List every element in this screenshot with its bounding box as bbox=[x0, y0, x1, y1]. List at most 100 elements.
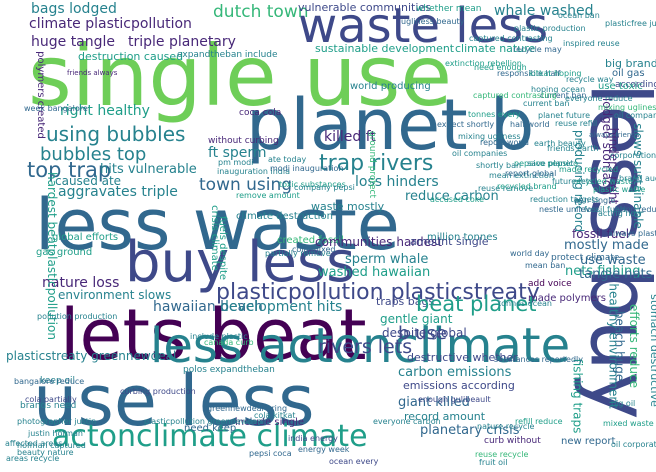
word-future-lets: future lets bbox=[552, 177, 594, 186]
word-ban-single: ban single bbox=[574, 196, 616, 205]
word-include-single: include single bbox=[235, 417, 305, 428]
word-washed-hawaiian: washed hawaiian bbox=[318, 265, 431, 280]
word-planetary-crisis: planetary crisis bbox=[420, 423, 520, 438]
word-coca-cola: coca cola bbox=[239, 108, 282, 118]
word-everyone-reduce: everyone reduce bbox=[565, 94, 633, 103]
word-plasticpollution-plasticstreaty: plasticpollution plasticstreaty bbox=[216, 280, 540, 305]
word-half-world: half world bbox=[510, 120, 550, 129]
word-gentle-giant: gentle giant bbox=[380, 312, 453, 326]
word-caused-ate: caused ate bbox=[55, 174, 122, 188]
word-communities-hardest: communities hardest bbox=[315, 235, 442, 249]
word-bubbles-top: bubbles top bbox=[40, 144, 147, 165]
word-expandtheban-include: expandtheban include bbox=[177, 50, 278, 60]
word-responsible-half: responsible half bbox=[497, 69, 561, 78]
word-bangalore-reduce: bangalore reduce bbox=[14, 377, 85, 386]
word-always-friends: always friends bbox=[589, 131, 640, 139]
word-add-voice: add voice bbox=[528, 279, 572, 289]
word-photographer-justin: photographer justin bbox=[17, 417, 97, 426]
word-pepsi-coca: pepsi coca bbox=[249, 449, 292, 458]
word-captured-contrasting-2: captured contrasting bbox=[469, 34, 553, 43]
word-friends-earth: friends earth bbox=[547, 144, 599, 153]
word-substances-reportedly: substances reportedly bbox=[494, 355, 584, 364]
word-refill-reduce: refill reduce bbox=[515, 417, 563, 426]
word-waste-less: waste less bbox=[298, 0, 549, 54]
word-cola-kitkat: cola kitkat bbox=[254, 411, 296, 420]
word-fossil-fuels: fossil fuels bbox=[584, 205, 627, 214]
word-made-recycled: made recycled bbox=[559, 165, 619, 174]
word-extinction-rebellion: extinction rebellion bbox=[445, 59, 522, 68]
word-curb-without: curb without bbox=[484, 436, 541, 446]
word-current-ban-small: current ban bbox=[523, 99, 570, 108]
word-oil-gas: oil gas bbox=[612, 68, 645, 79]
word-polos-expandtheban: polos expandtheban bbox=[183, 365, 275, 375]
word-buy-less: buy less bbox=[125, 230, 356, 295]
word-mean-extinction: mean extinction bbox=[489, 171, 554, 180]
word-gas-ground: gas ground bbox=[36, 247, 93, 258]
word-affected-areas: affected areas bbox=[5, 439, 63, 448]
word-greennewdeal-bring: greennewdeal bring bbox=[207, 404, 288, 413]
word-report-world: report world bbox=[480, 138, 530, 147]
word-town-using: town using bbox=[199, 175, 293, 195]
word-protect-climate: protect climate bbox=[551, 253, 620, 263]
word-week-bangalore: week bangalore bbox=[24, 104, 88, 113]
word-single-use: single use bbox=[28, 27, 453, 125]
word-expect-shortly: expect shortly bbox=[437, 120, 495, 129]
word-b-use: b use bbox=[398, 323, 448, 344]
word-emissions-according: emissions according bbox=[403, 379, 515, 392]
word-recycle-way: recycle way bbox=[566, 75, 614, 84]
word-reduce-carbon: reduce carbon bbox=[405, 189, 499, 204]
word-despite-global: despite global bbox=[382, 326, 467, 340]
word-remove-amount: remove amount bbox=[236, 191, 300, 200]
word-nestle-unilever: nestle unilever bbox=[539, 205, 599, 214]
word-record-amount: record amount bbox=[404, 410, 486, 423]
word-climate-destruction: climate destruction bbox=[236, 211, 333, 222]
word-big-brands: big brands bbox=[605, 57, 656, 70]
word-top-trap: top trap bbox=[27, 158, 112, 182]
word-earth-beauty: earth beauty bbox=[534, 139, 586, 148]
word-energy-week: energy week bbox=[298, 445, 350, 454]
word-bags-lodged: bags lodged bbox=[31, 1, 117, 17]
word-sperm-whale: sperm whale bbox=[345, 252, 429, 267]
word-oil-company: oil company bbox=[614, 111, 656, 120]
word-reuse-recycle: reuse recycle bbox=[475, 450, 529, 459]
word-fossil-fuel: fossil fuel bbox=[572, 227, 630, 241]
word-development-hits: development hits bbox=[220, 299, 343, 315]
word-beauty-nature: beauty nature bbox=[17, 448, 74, 457]
word-traps-bags: traps bags bbox=[376, 295, 435, 308]
word-plasticpollution-greennewdeal: plasticpollution greennewdeal bbox=[144, 417, 265, 426]
word-recycle-may: recycle may bbox=[513, 45, 562, 54]
word-recycled-brand: recycled brand bbox=[497, 182, 557, 191]
word-planet-future: planet future bbox=[538, 111, 591, 120]
word-mean-ban: mean ban bbox=[525, 261, 566, 270]
word-enough-gulibeault: enough gulibeault bbox=[418, 395, 491, 404]
word-ate-today: ate today bbox=[268, 155, 307, 164]
word-ugliness-beauty: ugliness beauty bbox=[401, 17, 465, 26]
word-new-report: new report bbox=[561, 436, 616, 447]
word-ocean-every: ocean every bbox=[329, 457, 379, 466]
word-corporation-hope: corporation hope bbox=[610, 151, 656, 160]
word-vulnerable-communities: vulnerable communities bbox=[298, 1, 431, 14]
word-tonnes-every: tonnes every bbox=[468, 110, 521, 119]
word-beat-planet: beat planet bbox=[416, 292, 537, 316]
word-carbon-emissions: carbon emissions bbox=[398, 365, 512, 380]
word-pollution-production: pollution production bbox=[37, 312, 118, 321]
word-destruction-caused: destruction caused bbox=[78, 50, 184, 63]
word-environment-slows: environment slows bbox=[58, 288, 172, 302]
word-mixing-ugliness-2: mixing ugliness bbox=[458, 132, 521, 141]
word-created-fossil: created fossil bbox=[277, 235, 344, 246]
word-mixed-waste: mixed waste bbox=[603, 419, 654, 428]
word-dutch-town: dutch town bbox=[213, 2, 309, 22]
word-sustainable-development: sustainable development bbox=[315, 42, 455, 55]
word-ground-protect: ground protect bbox=[366, 131, 377, 198]
word-oil-companies: oil companies bbox=[452, 149, 508, 158]
word-trap-rivers: trap rivers bbox=[319, 151, 434, 176]
word-plastic-production: plastic production bbox=[514, 24, 586, 33]
word-less-waste: less waste bbox=[35, 184, 400, 266]
word-reuse-refill: reuse refill bbox=[555, 119, 598, 128]
word-efforts-reduce: efforts reduce bbox=[626, 304, 641, 388]
word-beach-huge: beach huge bbox=[612, 310, 627, 382]
word-need-enough: need enough bbox=[474, 63, 527, 72]
word-lets-beat: lets beat bbox=[60, 294, 367, 376]
word-include-plastic: include plastic bbox=[190, 332, 248, 341]
word-million-tonnes: million tonnes bbox=[427, 232, 498, 243]
